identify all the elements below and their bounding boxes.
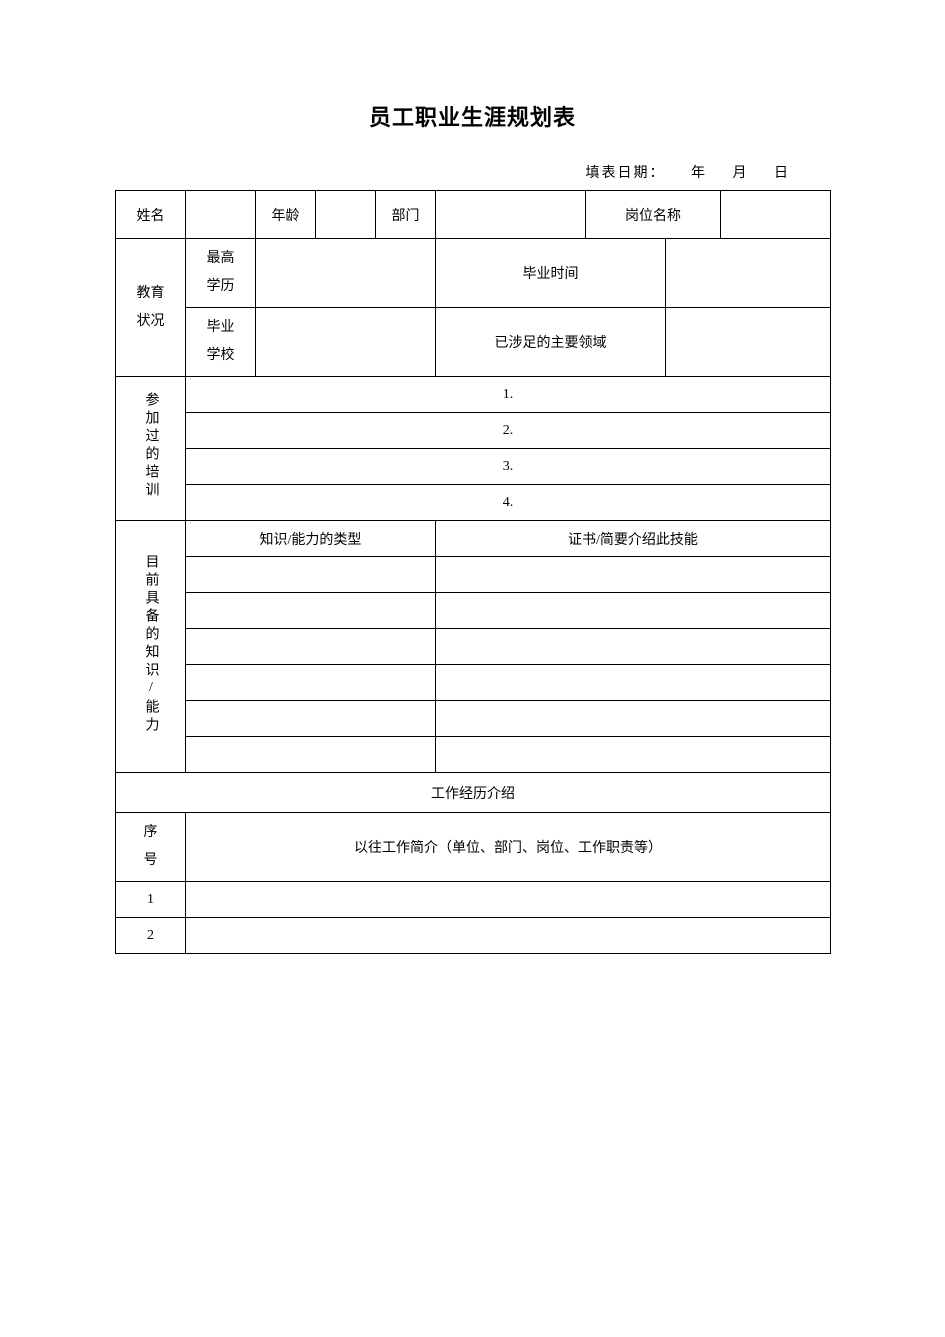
skill-cert-4[interactable] — [436, 665, 831, 701]
training-section-label: 参加过的培训 — [116, 377, 186, 521]
skill-cert-2[interactable] — [436, 593, 831, 629]
skill-cert-1[interactable] — [436, 557, 831, 593]
date-month: 月 — [733, 166, 749, 181]
skill-type-2[interactable] — [186, 593, 436, 629]
skill-cert-5[interactable] — [436, 701, 831, 737]
degree-label: 最高 学历 — [186, 239, 256, 308]
skills-section-label: 目前具备的知识/能力 — [116, 521, 186, 773]
skill-type-1[interactable] — [186, 557, 436, 593]
skills-col2-header: 证书/简要介绍此技能 — [436, 521, 831, 557]
age-value[interactable] — [316, 191, 376, 239]
gradtime-label: 毕业时间 — [436, 239, 666, 308]
training-item-4[interactable]: 4. — [186, 485, 831, 521]
work-desc-1[interactable] — [186, 882, 831, 918]
work-seq-label: 序 号 — [116, 813, 186, 882]
dept-value[interactable] — [436, 191, 586, 239]
work-desc-label: 以往工作简介（单位、部门、岗位、工作职责等） — [186, 813, 831, 882]
name-label: 姓名 — [116, 191, 186, 239]
work-seq-1: 1 — [116, 882, 186, 918]
dept-label: 部门 — [376, 191, 436, 239]
training-item-2[interactable]: 2. — [186, 413, 831, 449]
skill-cert-6[interactable] — [436, 737, 831, 773]
gradtime-value[interactable] — [666, 239, 831, 308]
age-label: 年龄 — [256, 191, 316, 239]
skills-col1-header: 知识/能力的类型 — [186, 521, 436, 557]
date-day: 日 — [774, 166, 790, 181]
degree-value[interactable] — [256, 239, 436, 308]
training-item-1[interactable]: 1. — [186, 377, 831, 413]
skill-type-6[interactable] — [186, 737, 436, 773]
skill-type-5[interactable] — [186, 701, 436, 737]
skill-type-4[interactable] — [186, 665, 436, 701]
work-header: 工作经历介绍 — [116, 773, 831, 813]
form-table: 姓名 年龄 部门 岗位名称 教育 状况 最高 学历 毕业时间 毕业 学校 已涉足… — [115, 190, 831, 954]
date-year: 年 — [691, 166, 707, 181]
position-value[interactable] — [721, 191, 831, 239]
page-title: 员工职业生涯规划表 — [115, 100, 830, 132]
training-item-3[interactable]: 3. — [186, 449, 831, 485]
field-label: 已涉足的主要领域 — [436, 308, 666, 377]
work-seq-2: 2 — [116, 918, 186, 954]
position-label: 岗位名称 — [586, 191, 721, 239]
skill-type-3[interactable] — [186, 629, 436, 665]
work-desc-2[interactable] — [186, 918, 831, 954]
school-label: 毕业 学校 — [186, 308, 256, 377]
date-label: 填表日期： — [586, 166, 666, 181]
skill-cert-3[interactable] — [436, 629, 831, 665]
edu-section-label: 教育 状况 — [116, 239, 186, 377]
school-value[interactable] — [256, 308, 436, 377]
name-value[interactable] — [186, 191, 256, 239]
field-value[interactable] — [666, 308, 831, 377]
date-row: 填表日期： 年 月 日 — [115, 162, 830, 182]
